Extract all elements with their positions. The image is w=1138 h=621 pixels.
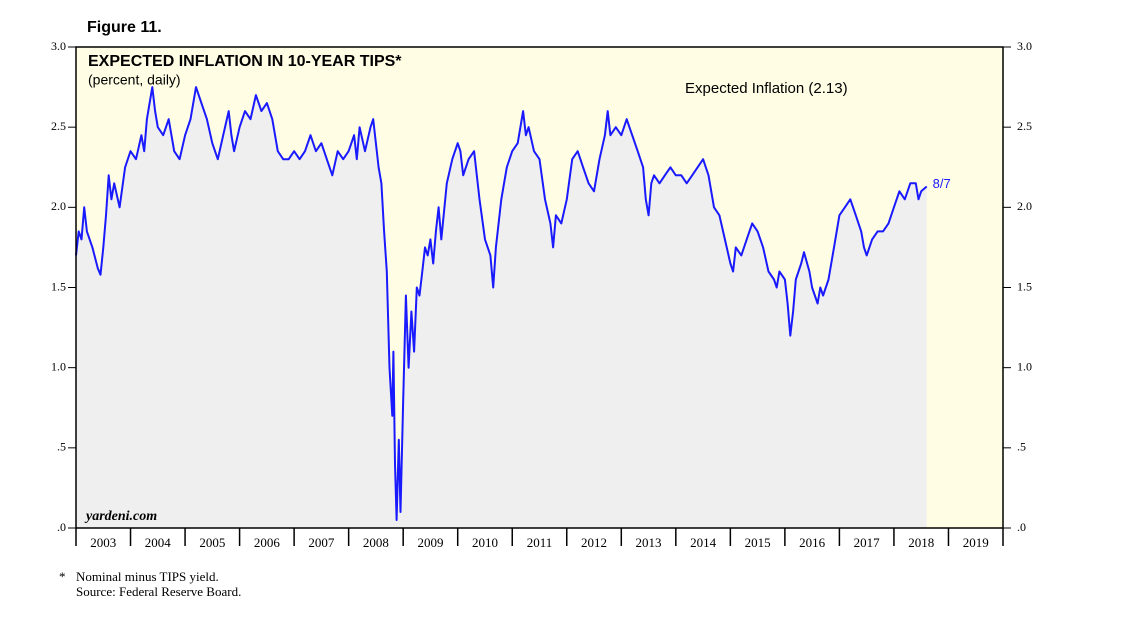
y2-tick-label: 1.5	[1017, 279, 1032, 293]
x-tick-label: 2017	[854, 535, 881, 550]
legend-label: Expected Inflation (2.13)	[685, 80, 848, 97]
x-tick-label: 2009	[417, 535, 443, 550]
y-tick-label: 1.0	[51, 359, 66, 373]
x-tick-label: 2008	[363, 535, 389, 550]
end-annotation: 8/7	[933, 176, 951, 191]
x-tick-label: 2019	[963, 535, 989, 550]
y-tick-label: .5	[57, 440, 66, 454]
footnote: Nominal minus TIPS yield.	[76, 569, 219, 584]
figure-label: Figure 11.	[87, 19, 162, 36]
watermark: yardeni.com	[84, 509, 157, 524]
y2-tick-label: 2.0	[1017, 199, 1032, 213]
x-tick-label: 2015	[745, 535, 771, 550]
x-tick-label: 2010	[472, 535, 498, 550]
x-tick-label: 2012	[581, 535, 607, 550]
chart-subtitle: (percent, daily)	[88, 72, 181, 88]
y2-tick-label: .5	[1017, 440, 1026, 454]
y2-tick-label: .0	[1017, 520, 1026, 534]
source-note: Source: Federal Reserve Board.	[76, 584, 241, 599]
y-tick-label: .0	[57, 520, 66, 534]
x-tick-label: 2014	[690, 535, 717, 550]
x-tick-label: 2004	[145, 535, 172, 550]
x-tick-label: 2016	[799, 535, 826, 550]
x-tick-label: 2003	[90, 535, 116, 550]
x-tick-label: 2013	[636, 535, 662, 550]
chart-title: EXPECTED INFLATION IN 10-YEAR TIPS*	[88, 53, 402, 70]
y2-tick-label: 3.0	[1017, 39, 1032, 53]
data-line	[75, 86, 928, 521]
footnote-marker: *	[59, 569, 66, 584]
y2-tick-label: 2.5	[1017, 119, 1032, 133]
x-tick-label: 2018	[908, 535, 934, 550]
x-tick-label: 2007	[308, 535, 335, 550]
y-tick-label: 2.5	[51, 119, 66, 133]
x-tick-label: 2005	[199, 535, 225, 550]
y-tick-label: 3.0	[51, 39, 66, 53]
y2-tick-label: 1.0	[1017, 359, 1032, 373]
y-tick-label: 1.5	[51, 279, 66, 293]
y-tick-label: 2.0	[51, 199, 66, 213]
x-tick-label: 2006	[254, 535, 281, 550]
area-fill	[76, 87, 927, 528]
x-tick-label: 2011	[527, 535, 553, 550]
